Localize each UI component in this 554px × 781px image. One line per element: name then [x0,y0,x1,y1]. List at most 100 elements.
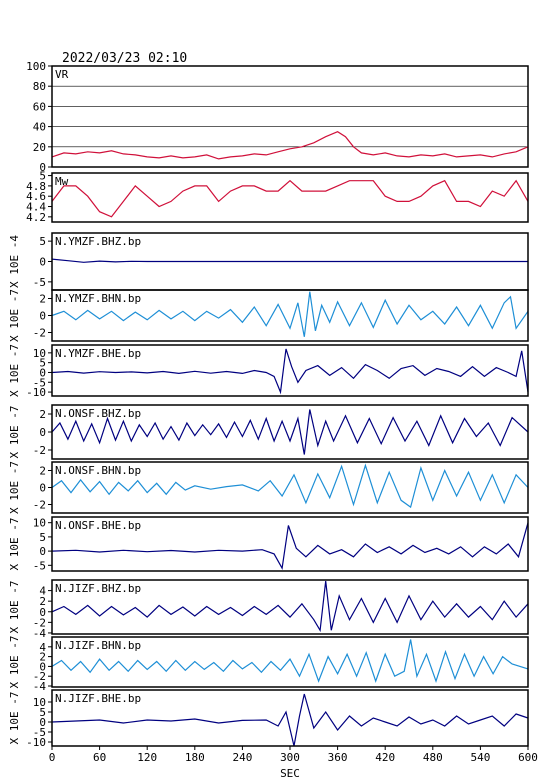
y-tick-label: -4 [33,680,47,693]
panel-label: N.YMZF.BHN.bp [55,292,141,305]
y-tick-label: 5 [39,706,46,719]
panel-label: N.JIZF.BHE.bp [55,692,141,705]
x-axis-label: SEC [280,767,300,780]
y-tick-label: 0 [39,310,46,323]
series-line-ymzf-bhn [51,291,529,337]
y-axis-label: X 10E -7 [8,518,21,571]
series-line-jizf-bhn [51,639,529,683]
x-tick-label: 600 [518,751,538,764]
panel-onsf-bhn: -2 0 2 N.ONSF.BHN.bp X 10E -7 [8,461,529,514]
y-tick-label: 0 [39,161,46,174]
y-tick-label: 4 [39,585,46,598]
series-line-mw [51,179,529,218]
x-tick-label: 60 [93,751,106,764]
x-tick-label: 420 [375,751,395,764]
x-tick-label: 540 [470,751,490,764]
panel-frame [51,172,529,223]
y-tick-label: -5 [33,559,46,572]
y-tick-label: 5 [39,531,46,544]
y-tick-label: 0 [39,606,46,619]
y-tick-label: -5 [33,276,46,289]
series-line-onsf-bhn [51,463,529,509]
panel-onsf-bhz: -2 0 2 N.ONSF.BHZ.bp X 10E -7 [8,404,529,460]
series-line-jizf-bhe [51,693,529,747]
panel-frame [51,579,529,635]
y-tick-label: 10 [33,347,46,360]
panel-vr: 0 20 40 60 80 100 VR [26,60,529,174]
y-axis-label: X 10E -7 [8,461,21,514]
panel-label: N.JIZF.BHN.bp [55,639,141,652]
series-line-ymzf-bhz [51,258,528,263]
y-tick-label: 20 [33,141,46,154]
x-tick-label: 300 [280,751,300,764]
panel-ymzf-bhz: -5 0 5 N.YMZF.BHZ.bp X 10E -4 [8,232,529,291]
y-tick-label: -5 [33,726,46,739]
y-tick-label: 5 [39,357,46,370]
y-axis-label: X 10E -7 [8,636,21,689]
panel-mw: 4.24.44.64.85 Mw [26,170,529,224]
y-tick-label: -10 [26,736,46,749]
y-tick-label: 0 [39,366,46,379]
y-tick-label: -5 [33,376,46,389]
y-tick-label: 100 [26,60,46,73]
y-tick-label: -10 [26,386,46,399]
y-tick-label: 10 [33,517,46,530]
y-tick-label: 4.8 [26,180,46,193]
panel-ymzf-bhn: -2 0 2 N.YMZF.BHN.bp X 10E -7 [8,289,529,342]
y-tick-label: 10 [33,696,46,709]
y-tick-label: 0 [39,716,46,729]
panel-label: N.YMZF.BHZ.bp [55,235,141,248]
y-axis-label: X 10E -7 [8,344,21,397]
y-tick-label: 2 [39,465,46,478]
y-tick-label: 4 [39,641,46,654]
y-tick-label: 0 [39,660,46,673]
series-line-ymzf-bhe [51,348,529,395]
y-tick-label: 0 [39,426,46,439]
panel-frame [51,516,529,572]
series-line-jizf-bhz [51,581,529,633]
y-tick-label: 40 [33,121,46,134]
panel-frame [51,636,529,688]
y-tick-label: 0 [39,482,46,495]
y-tick-label: 5 [39,170,46,183]
y-tick-label: 2 [39,595,46,608]
panel-label: VR [55,68,69,81]
x-tick-label: 360 [328,751,348,764]
y-tick-label: -2 [33,670,46,683]
x-tick-label: 240 [232,751,252,764]
x-tick-label: 480 [423,751,443,764]
panel-frame [51,344,529,397]
y-axis-label: X 10E -7 [8,406,21,459]
x-tick-label: 0 [49,751,56,764]
panel-frame [51,65,529,168]
y-tick-label: 4.4 [26,201,46,214]
y-axis-label: X 10E -7 [8,581,21,634]
panel-label: N.ONSF.BHN.bp [55,464,141,477]
y-tick-label: -4 [33,627,47,640]
y-tick-label: 2 [39,293,46,306]
x-tick-label: 180 [185,751,205,764]
y-tick-label: 4.2 [26,211,46,224]
y-tick-label: -2 [33,616,46,629]
panel-label: N.ONSF.BHZ.bp [55,407,141,420]
y-tick-label: 60 [33,100,46,113]
panel-label: N.ONSF.BHE.bp [55,519,141,532]
y-axis-label: X 10E -4 [8,235,21,288]
panel-label: N.JIZF.BHZ.bp [55,582,141,595]
panel-label: N.YMZF.BHE.bp [55,347,141,360]
y-tick-label: -2 [33,444,46,457]
y-tick-label: 2 [39,651,46,664]
header-datetime: 2022/03/23 02:10 [62,51,187,66]
y-axis-label: X 10E -7 [8,692,21,745]
series-line-onsf-bhz [51,409,529,455]
y-tick-label: 80 [33,80,46,93]
y-tick-label: 5 [39,235,46,248]
y-tick-label: 2 [39,408,46,421]
x-tick-label: 120 [137,751,157,764]
